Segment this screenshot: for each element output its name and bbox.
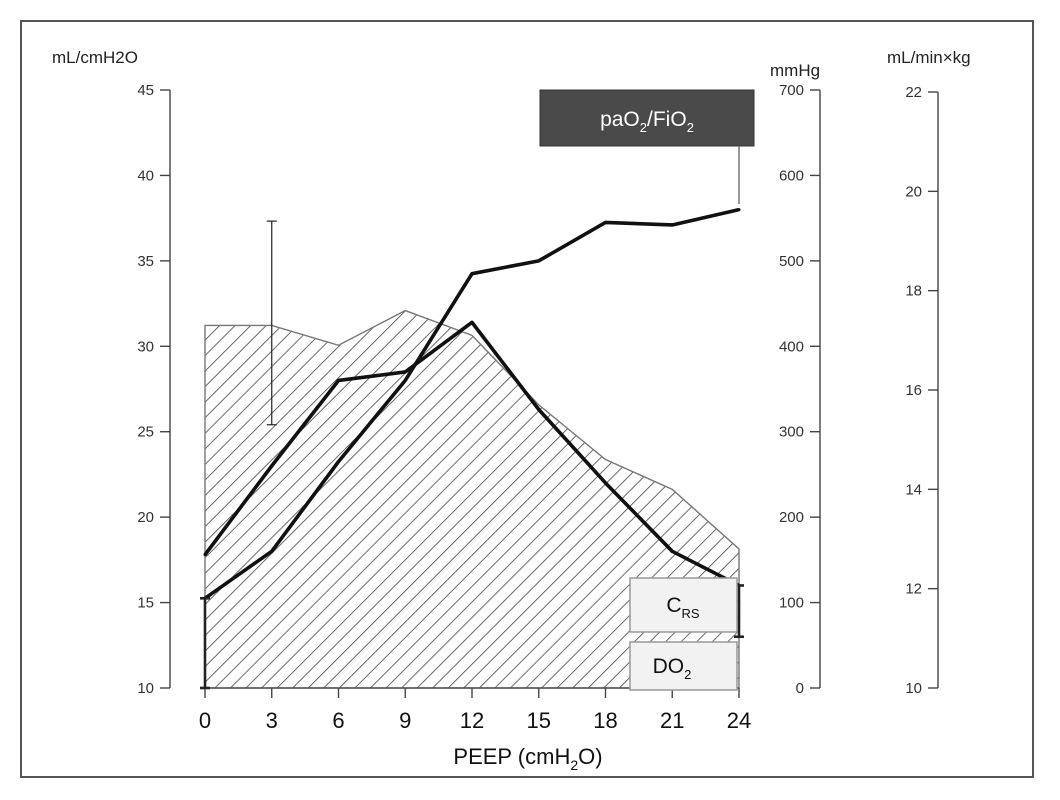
middle-axis-tick-label: 200 xyxy=(779,509,804,526)
x-axis-tick-label: 12 xyxy=(460,708,484,733)
x-axis-tick-label: 9 xyxy=(399,708,411,733)
do2-area-layer xyxy=(204,309,740,689)
x-axis-tick-label: 6 xyxy=(332,708,344,733)
crs-label: CRS xyxy=(666,594,700,621)
x-axis-tick-label: 18 xyxy=(593,708,617,733)
middle-axis-tick-label: 400 xyxy=(779,338,804,355)
middle-axis-tick-label: 300 xyxy=(779,424,804,441)
middle-axis-tick-label: 600 xyxy=(779,167,804,184)
left-axis-tick-label: 10 xyxy=(137,680,154,697)
middle-axis-tick-label: 0 xyxy=(796,680,804,697)
left-axis-unit: mL/cmH2O xyxy=(52,48,138,67)
pao2-fio2-point xyxy=(270,549,274,553)
crs-point xyxy=(403,370,407,374)
do2-label: DO2 xyxy=(653,655,692,682)
crs-point xyxy=(470,320,474,324)
pao2-fio2-point xyxy=(470,272,474,276)
left-axis-tick-label: 40 xyxy=(137,167,154,184)
pao2-fio2-point xyxy=(604,220,607,224)
pao2-fio2-point xyxy=(537,259,541,263)
middle-axis-tick-label: 100 xyxy=(779,595,804,612)
right-axis-tick-label: 12 xyxy=(905,581,922,598)
right-axis-tick-label: 14 xyxy=(905,481,922,498)
pao2-fio2-point xyxy=(670,223,674,227)
x-axis-tick-label: 21 xyxy=(660,708,684,733)
x-axis-tick-label: 24 xyxy=(727,708,751,733)
x-axis-tick-label: 3 xyxy=(266,708,278,733)
pao2-fio2-point xyxy=(737,208,741,212)
left-axis-tick-label: 35 xyxy=(137,253,154,270)
left-axis-tick-label: 45 xyxy=(137,82,154,99)
crs-point xyxy=(604,481,607,485)
crs-point xyxy=(670,549,674,553)
left-axis-tick-label: 25 xyxy=(137,424,154,441)
crs-point xyxy=(203,553,207,557)
pao2-fio2-label: paO2/FiO2 xyxy=(600,108,694,135)
middle-axis-unit: mmHg xyxy=(770,61,820,80)
middle-axis-tick-label: 700 xyxy=(779,82,804,99)
right-axis-tick-label: 16 xyxy=(905,382,922,399)
x-axis-label: PEEP (cmH2O) xyxy=(453,744,602,773)
crs-point xyxy=(270,464,274,468)
pao2-fio2-point xyxy=(403,378,407,382)
x-axis-tick-label: 0 xyxy=(199,708,211,733)
left-axis-tick-label: 15 xyxy=(137,595,154,612)
lines-layer xyxy=(203,207,741,600)
left-axis-tick-label: 20 xyxy=(137,509,154,526)
do2-label-box: DO2 xyxy=(629,641,738,691)
pao2-fio2-point xyxy=(337,460,340,464)
pao2-fio2-label-box: paO2/FiO2 xyxy=(539,89,755,204)
right-axis-tick-label: 22 xyxy=(905,84,922,101)
middle-axis-tick-label: 500 xyxy=(779,253,804,270)
x-axis-tick-label: 15 xyxy=(527,708,551,733)
do2-area xyxy=(204,309,740,689)
crs-label-box: CRS xyxy=(629,577,738,633)
right-axis-unit: mL/min×kg xyxy=(887,48,971,67)
left-axis-tick-label: 30 xyxy=(137,338,154,355)
right-axis-tick-label: 20 xyxy=(905,183,922,200)
crs-point xyxy=(337,378,340,382)
right-axis-tick-label: 18 xyxy=(905,283,922,300)
axes-layer: 1015202530354045010020030040050060070010… xyxy=(137,82,939,733)
right-axis-tick-label: 10 xyxy=(905,680,922,697)
crs-point xyxy=(537,408,541,412)
